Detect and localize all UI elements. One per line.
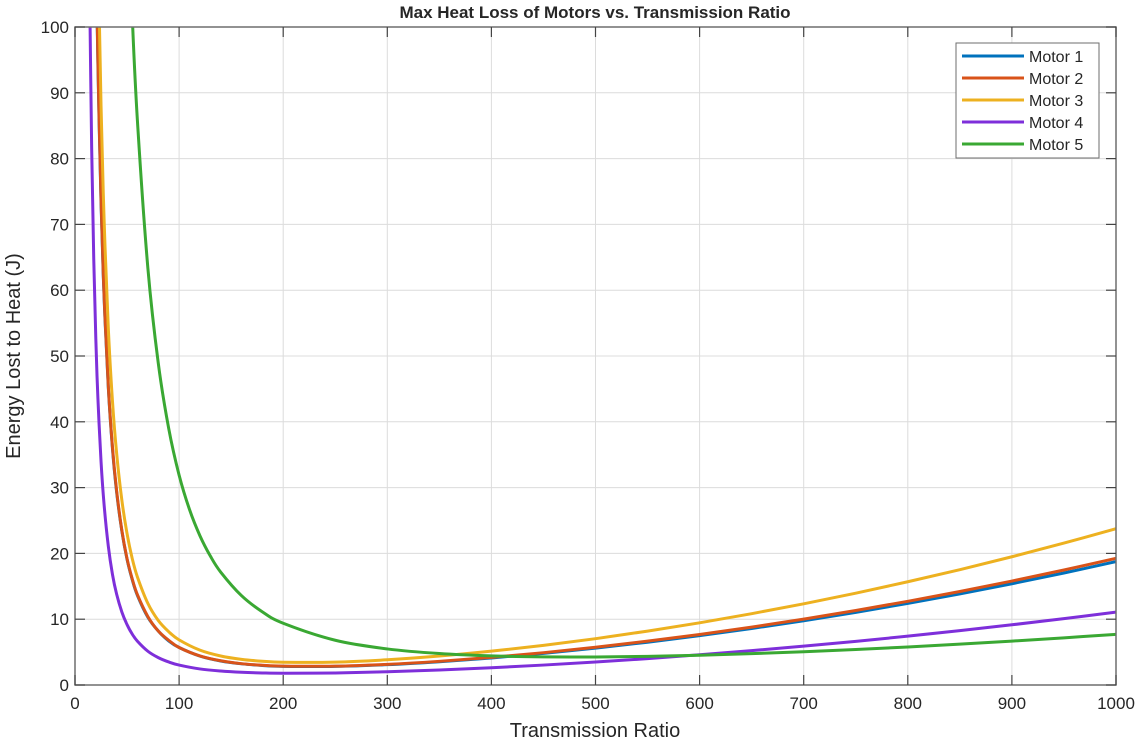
x-tick-label: 400	[477, 694, 505, 713]
x-tick-label: 900	[998, 694, 1026, 713]
legend-label: Motor 2	[1029, 71, 1083, 88]
y-tick-label: 60	[50, 281, 69, 300]
y-tick-label: 40	[50, 413, 69, 432]
series-line-motor-2	[95, 27, 1116, 668]
axis-ticks	[74, 26, 1117, 686]
legend-label: Motor 1	[1029, 49, 1083, 66]
x-tick-label: 200	[269, 694, 297, 713]
x-tick-label: 0	[70, 694, 79, 713]
y-tick-label: 20	[50, 544, 69, 563]
x-tick-label: 800	[894, 694, 922, 713]
y-tick-label: 90	[50, 84, 69, 103]
x-axis-label: Transmission Ratio	[510, 720, 680, 741]
y-tick-label: 50	[50, 347, 69, 366]
y-tick-label: 0	[60, 676, 69, 695]
y-tick-label: 100	[41, 18, 69, 37]
legend: Motor 1 Motor 2 Motor 3 Motor 4 Motor 5	[955, 42, 1100, 159]
series-line-motor-4	[88, 27, 1116, 675]
x-tick-label: 1000	[1097, 694, 1135, 713]
y-tick-label: 70	[50, 215, 69, 234]
series-line-motor-3	[97, 27, 1116, 664]
y-tick-label: 80	[50, 150, 69, 169]
y-axis-label: Energy Lost to Heat (J)	[3, 253, 25, 459]
y-tick-label: 10	[50, 610, 69, 629]
y-tick-label: 30	[50, 479, 69, 498]
legend-label: Motor 5	[1029, 137, 1083, 154]
legend-label: Motor 4	[1029, 115, 1083, 132]
x-tick-label: 500	[581, 694, 609, 713]
x-tick-label: 300	[373, 694, 401, 713]
chart-title: Max Heat Loss of Motors vs. Transmission…	[399, 3, 790, 22]
series-lines	[88, 27, 1116, 675]
legend-label: Motor 3	[1029, 93, 1083, 110]
x-tick-label: 600	[685, 694, 713, 713]
x-tick-label: 100	[165, 694, 193, 713]
x-tick-label: 700	[790, 694, 818, 713]
series-line-motor-5	[131, 27, 1116, 659]
